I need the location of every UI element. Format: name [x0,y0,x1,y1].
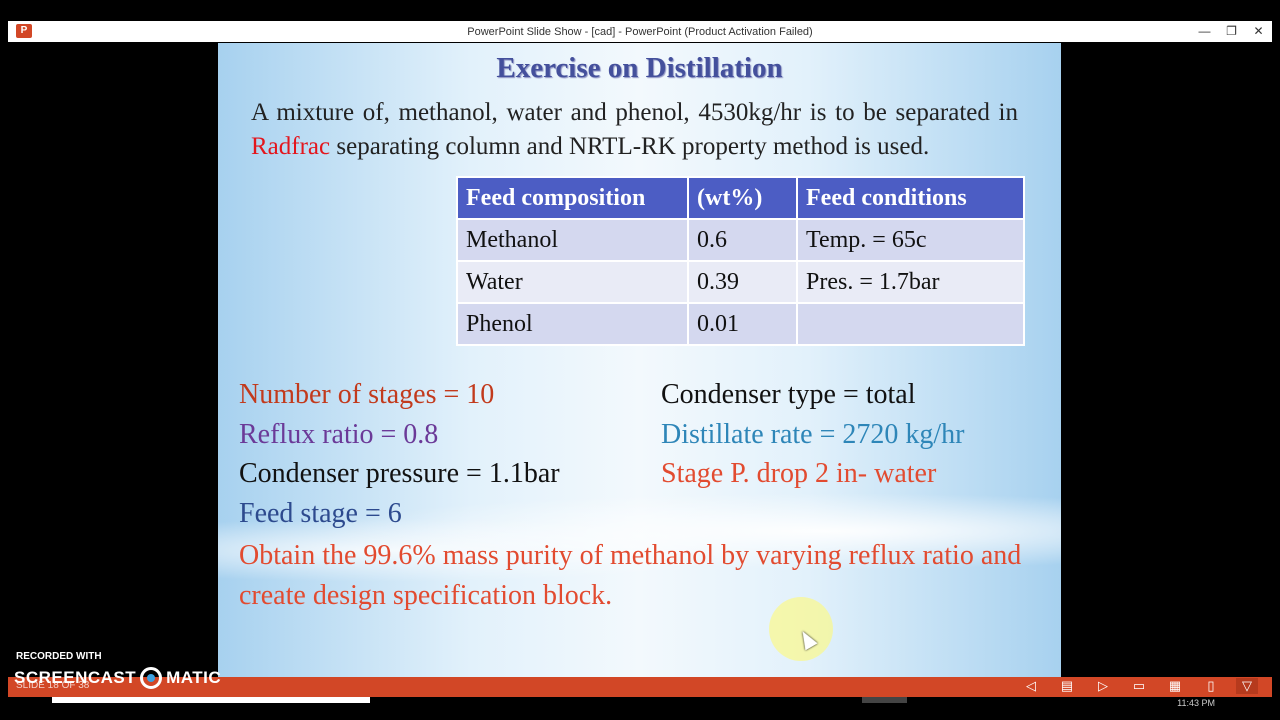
window-title: PowerPoint Slide Show - [cad] - PowerPoi… [467,25,813,38]
table-row: Phenol 0.01 [456,302,1025,346]
table-row: Methanol 0.6 Temp. = 65c [456,218,1025,262]
slide-canvas[interactable]: Exercise on Distillation A mixture of, m… [218,43,1061,677]
cursor-highlight [769,597,833,661]
header-feed-composition: Feed composition [456,176,689,220]
slide-counter: SLIDE 18 OF 38 [16,680,90,691]
cell-component: Methanol [456,218,689,262]
header-wt: (wt%) [687,176,798,220]
cell-component: Phenol [456,302,689,346]
slide-sorter-icon[interactable]: ▦ [1168,678,1182,693]
intro-text-start: A mixture of, methanol, water and phenol… [251,99,1018,126]
restore-button[interactable]: ❐ [1226,24,1237,38]
reading-view-icon[interactable]: ▯ [1207,678,1215,693]
param-feed-stage: Feed stage = 6 [239,498,402,529]
slideshow-status-bar: SLIDE 18 OF 38 ◁ ▤ ▷ ▭ ▦ ▯ ▽ [8,677,1272,697]
powerpoint-app-icon: P [16,24,32,38]
close-button[interactable]: ✕ [1253,24,1264,38]
cell-condition: Pres. = 1.7bar [796,260,1025,304]
param-condenser-pressure: Condenser pressure = 1.1bar [239,458,560,489]
cell-wt: 0.6 [687,218,798,262]
param-condenser-type: Condenser type = total [661,379,916,410]
slide-intro: A mixture of, methanol, water and phenol… [251,96,1018,164]
slideshow-icon[interactable]: ▽ [1236,678,1258,694]
normal-view-icon[interactable]: ▭ [1132,678,1146,693]
taskbar-segment-dark [862,697,907,703]
cell-wt: 0.01 [687,302,798,346]
brand-right-text: MATIC [166,668,222,687]
param-distillate: Distillate rate = 2720 kg/hr [661,419,965,450]
intro-text-end: separating column and NRTL-RK property m… [330,133,930,160]
cell-component: Water [456,260,689,304]
brand-left-text: SCREENCAST [14,668,137,687]
slide-objective: Obtain the 99.6% mass purity of methanol… [239,540,1022,611]
taskbar-clock: 11:43 PM [1177,698,1215,708]
param-pressure-drop: Stage P. drop 2 in- water [661,458,937,489]
window-titlebar: P PowerPoint Slide Show - [cad] - PowerP… [8,21,1272,42]
taskbar-segment [52,697,370,703]
window-controls: — ❐ ✕ [1191,21,1272,42]
intro-highlight: Radfrac [251,133,331,160]
table-header-row: Feed composition (wt%) Feed conditions [456,176,1025,220]
slide-title: Exercise on Distillation [496,52,783,84]
param-stages: Number of stages = 10 [239,379,495,410]
status-controls: ◁ ▤ ▷ ▭ ▦ ▯ ▽ [1020,678,1258,694]
record-logo-icon [140,667,163,689]
minimize-button[interactable]: — [1198,24,1211,38]
cell-wt: 0.39 [687,260,798,304]
table-row: Water 0.39 Pres. = 1.7bar [456,260,1025,304]
recorded-with-label: RECORDED WITH [16,651,102,662]
prev-icon[interactable]: ◁ [1026,678,1036,693]
notes-icon[interactable]: ▤ [1060,678,1074,693]
cell-condition [796,302,1025,346]
param-reflux: Reflux ratio = 0.8 [239,419,439,450]
header-feed-conditions: Feed conditions [796,176,1025,220]
screencast-logo: SCREENCAST MATIC [14,667,221,689]
feed-table: Feed composition (wt%) Feed conditions M… [456,176,1025,346]
cell-condition: Temp. = 65c [796,218,1025,262]
next-icon[interactable]: ▷ [1098,678,1108,693]
